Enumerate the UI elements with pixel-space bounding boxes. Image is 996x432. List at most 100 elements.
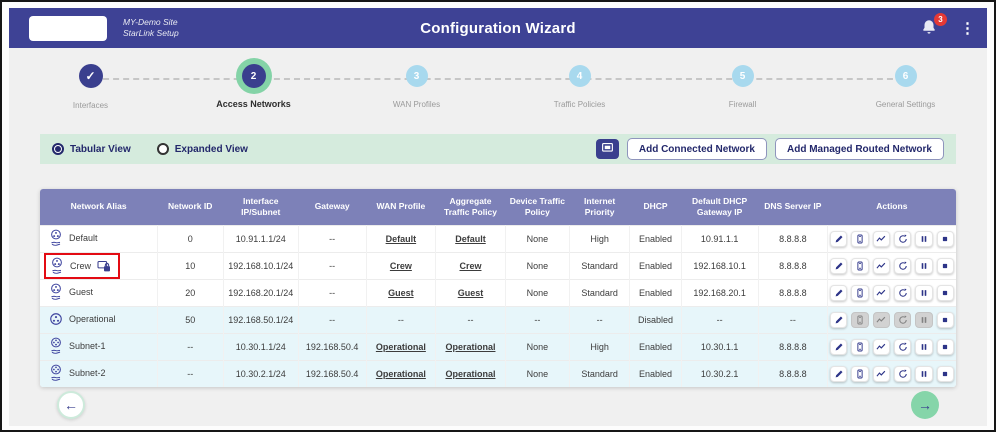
ip-subnet-cell: 192.168.50.1/24 <box>223 306 298 333</box>
radio-expanded-view[interactable]: Expanded View <box>157 143 248 155</box>
dns-cell: 8.8.8.8 <box>758 279 828 306</box>
edit-action-button[interactable] <box>830 312 847 328</box>
edit-action-button[interactable] <box>830 258 847 274</box>
edit-action-button[interactable] <box>830 366 847 382</box>
pause-icon <box>919 261 929 271</box>
kebab-menu-icon[interactable]: ⋮ <box>960 21 975 36</box>
content-area: ✓ Interfaces 2 Access Networks 3 WAN Pro… <box>9 48 987 426</box>
site-subtitle: StarLink Setup <box>123 28 179 39</box>
restart-action-button[interactable] <box>894 285 911 301</box>
pause-action-button[interactable] <box>915 231 932 247</box>
wan-profile-link[interactable]: Operational <box>376 342 426 352</box>
step-circle-completed[interactable]: ✓ <box>79 64 103 88</box>
operational-network-icon <box>49 310 63 328</box>
wan-profile-link[interactable]: Operational <box>376 369 426 379</box>
back-button[interactable]: ← <box>57 391 85 419</box>
restart-action-button[interactable] <box>894 366 911 382</box>
devices-action-button[interactable] <box>851 258 868 274</box>
devices-action-button[interactable] <box>851 366 868 382</box>
add-managed-routed-network-button[interactable]: Add Managed Routed Network <box>775 138 944 160</box>
aggregate-policy-link[interactable]: Default <box>455 234 486 244</box>
column-header: DHCP <box>630 189 681 225</box>
step-label: Traffic Policies <box>554 100 606 109</box>
devices-action-button[interactable] <box>851 285 868 301</box>
usage-action-button[interactable] <box>873 339 890 355</box>
usage-action-button[interactable] <box>873 231 890 247</box>
step-circle[interactable]: 3 <box>406 65 428 87</box>
network-id-cell: 0 <box>157 225 223 252</box>
stop-action-button[interactable] <box>937 366 954 382</box>
radio-label: Expanded View <box>175 144 248 155</box>
step-firewall[interactable]: 5 Firewall <box>661 64 824 110</box>
edit-action-button[interactable] <box>830 339 847 355</box>
step-label: Interfaces <box>73 101 108 110</box>
dns-cell: 8.8.8.8 <box>758 225 828 252</box>
logo <box>29 16 107 41</box>
stop-action-button[interactable] <box>937 339 954 355</box>
column-header: Network ID <box>157 189 223 225</box>
step-traffic-policies[interactable]: 4 Traffic Policies <box>498 64 661 110</box>
gateway-cell: -- <box>298 306 366 333</box>
wan-profile-cell: Guest <box>366 279 436 306</box>
monitor-icon <box>601 141 614 157</box>
step-wan-profiles[interactable]: 3 WAN Profiles <box>335 64 498 110</box>
step-interfaces[interactable]: ✓ Interfaces <box>9 64 172 110</box>
app-window: MY-Demo Site StarLink Setup Configuratio… <box>0 0 996 432</box>
add-connected-network-button[interactable]: Add Connected Network <box>627 138 767 160</box>
subnet-icon <box>49 364 63 382</box>
usage-action-button[interactable] <box>873 285 890 301</box>
display-icon-button[interactable] <box>596 139 619 159</box>
stop-icon <box>940 369 950 379</box>
table-row: Subnet-2--10.30.2.1/24192.168.50.4Operat… <box>40 360 956 387</box>
step-circle-active[interactable]: 2 <box>242 64 266 88</box>
step-circle[interactable]: 6 <box>895 65 917 87</box>
step-circle[interactable]: 4 <box>569 65 591 87</box>
column-header: Aggregate Traffic Policy <box>436 189 506 225</box>
restart-action-button[interactable] <box>894 258 911 274</box>
stop-action-button[interactable] <box>937 258 954 274</box>
subnet-icon <box>49 337 63 355</box>
stop-action-button[interactable] <box>937 231 954 247</box>
dhcp-gateway-cell: 10.91.1.1 <box>681 225 758 252</box>
wan-profile-link[interactable]: Default <box>386 234 417 244</box>
restart-icon <box>898 369 908 379</box>
wan-profile-link[interactable]: Guest <box>388 288 414 298</box>
aggregate-policy-link[interactable]: Operational <box>445 342 495 352</box>
pause-action-button[interactable] <box>915 258 932 274</box>
dhcp-cell: Enabled <box>630 279 681 306</box>
step-access-networks[interactable]: 2 Access Networks <box>172 64 335 110</box>
dhcp-gateway-cell: 10.30.2.1 <box>681 360 758 387</box>
edit-action-button[interactable] <box>830 285 847 301</box>
pause-icon <box>919 342 929 352</box>
usage-action-button[interactable] <box>873 258 890 274</box>
step-circle[interactable]: 5 <box>732 65 754 87</box>
stop-action-button[interactable] <box>937 285 954 301</box>
pause-action-button[interactable] <box>915 285 932 301</box>
pause-action-button[interactable] <box>915 339 932 355</box>
column-header: Interface IP/Subnet <box>223 189 298 225</box>
actions-cell <box>828 252 956 279</box>
devices-action-button[interactable] <box>851 339 868 355</box>
right-arrow-icon: → <box>918 397 932 413</box>
step-general-settings[interactable]: 6 General Settings <box>824 64 987 110</box>
notifications-button[interactable]: 3 <box>920 18 940 38</box>
edit-action-button[interactable] <box>830 231 847 247</box>
pause-action-button[interactable] <box>915 366 932 382</box>
dns-cell: 8.8.8.8 <box>758 360 828 387</box>
table-row: Crew10192.168.10.1/24--CrewCrewNoneStand… <box>40 252 956 279</box>
devices-action-button[interactable] <box>851 231 868 247</box>
aggregate-policy-link[interactable]: Crew <box>459 261 481 271</box>
radio-tabular-view[interactable]: Tabular View <box>52 143 131 155</box>
network-share-icon <box>50 257 64 275</box>
step-label: WAN Profiles <box>393 100 440 109</box>
aggregate-policy-link[interactable]: Guest <box>458 288 484 298</box>
aggregate-policy-link[interactable]: Operational <box>445 369 495 379</box>
restart-action-button[interactable] <box>894 231 911 247</box>
dns-cell: 8.8.8.8 <box>758 252 828 279</box>
restart-action-button[interactable] <box>894 339 911 355</box>
aggregate-policy-cell: Operational <box>436 333 506 360</box>
stop-action-button[interactable] <box>937 312 954 328</box>
wan-profile-link[interactable]: Crew <box>390 261 412 271</box>
next-button[interactable]: → <box>911 391 939 419</box>
usage-action-button[interactable] <box>873 366 890 382</box>
